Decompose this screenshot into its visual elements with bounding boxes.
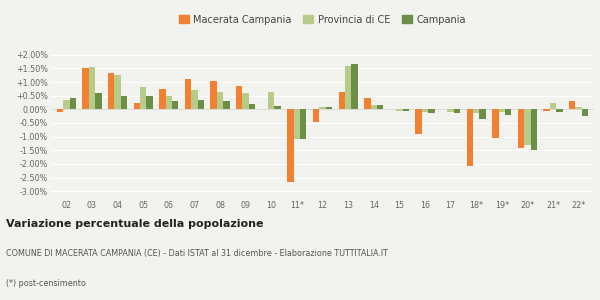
Bar — [82, 68, 89, 110]
Bar — [293, 110, 300, 140]
Bar — [326, 107, 332, 110]
Bar — [108, 73, 115, 110]
Bar — [134, 103, 140, 110]
Bar — [236, 86, 242, 110]
Bar — [63, 100, 70, 110]
Bar — [319, 106, 326, 110]
Text: Variazione percentuale della popolazione: Variazione percentuale della popolazione — [6, 219, 263, 229]
Bar — [249, 104, 255, 110]
Bar — [211, 81, 217, 110]
Bar — [223, 101, 230, 110]
Bar — [492, 110, 499, 138]
Bar — [140, 87, 146, 110]
Bar — [556, 110, 563, 112]
Bar — [57, 110, 63, 112]
Bar — [172, 101, 178, 110]
Bar — [352, 64, 358, 110]
Bar — [479, 110, 486, 119]
Bar — [197, 100, 204, 110]
Bar — [518, 110, 524, 148]
Bar — [146, 96, 153, 110]
Bar — [499, 110, 505, 112]
Bar — [550, 103, 556, 110]
Bar — [300, 110, 307, 139]
Bar — [166, 96, 172, 110]
Bar — [313, 110, 319, 122]
Bar — [524, 110, 530, 145]
Bar — [415, 110, 422, 134]
Bar — [185, 80, 191, 110]
Bar — [530, 110, 537, 150]
Text: COMUNE DI MACERATA CAMPANIA (CE) - Dati ISTAT al 31 dicembre - Elaborazione TUTT: COMUNE DI MACERATA CAMPANIA (CE) - Dati … — [6, 249, 388, 258]
Bar — [338, 92, 345, 110]
Bar — [121, 96, 127, 110]
Bar — [274, 106, 281, 109]
Bar — [505, 110, 511, 115]
Bar — [287, 110, 293, 182]
Bar — [569, 101, 575, 110]
Bar — [582, 110, 588, 116]
Bar — [159, 89, 166, 110]
Bar — [95, 93, 101, 110]
Bar — [448, 110, 454, 112]
Bar — [70, 98, 76, 109]
Bar — [575, 106, 582, 110]
Bar — [191, 90, 197, 110]
Bar — [544, 110, 550, 111]
Bar — [377, 105, 383, 110]
Bar — [473, 110, 479, 112]
Bar — [115, 75, 121, 110]
Bar — [217, 92, 223, 110]
Bar — [454, 110, 460, 112]
Bar — [242, 93, 249, 110]
Bar — [396, 110, 403, 111]
Bar — [268, 92, 274, 110]
Bar — [403, 110, 409, 111]
Bar — [89, 67, 95, 110]
Bar — [345, 66, 352, 110]
Bar — [371, 105, 377, 110]
Bar — [467, 110, 473, 166]
Bar — [428, 110, 434, 113]
Bar — [364, 98, 371, 109]
Legend: Macerata Campania, Provincia di CE, Campania: Macerata Campania, Provincia di CE, Camp… — [175, 11, 470, 28]
Text: (*) post-censimento: (*) post-censimento — [6, 279, 86, 288]
Bar — [422, 110, 428, 112]
